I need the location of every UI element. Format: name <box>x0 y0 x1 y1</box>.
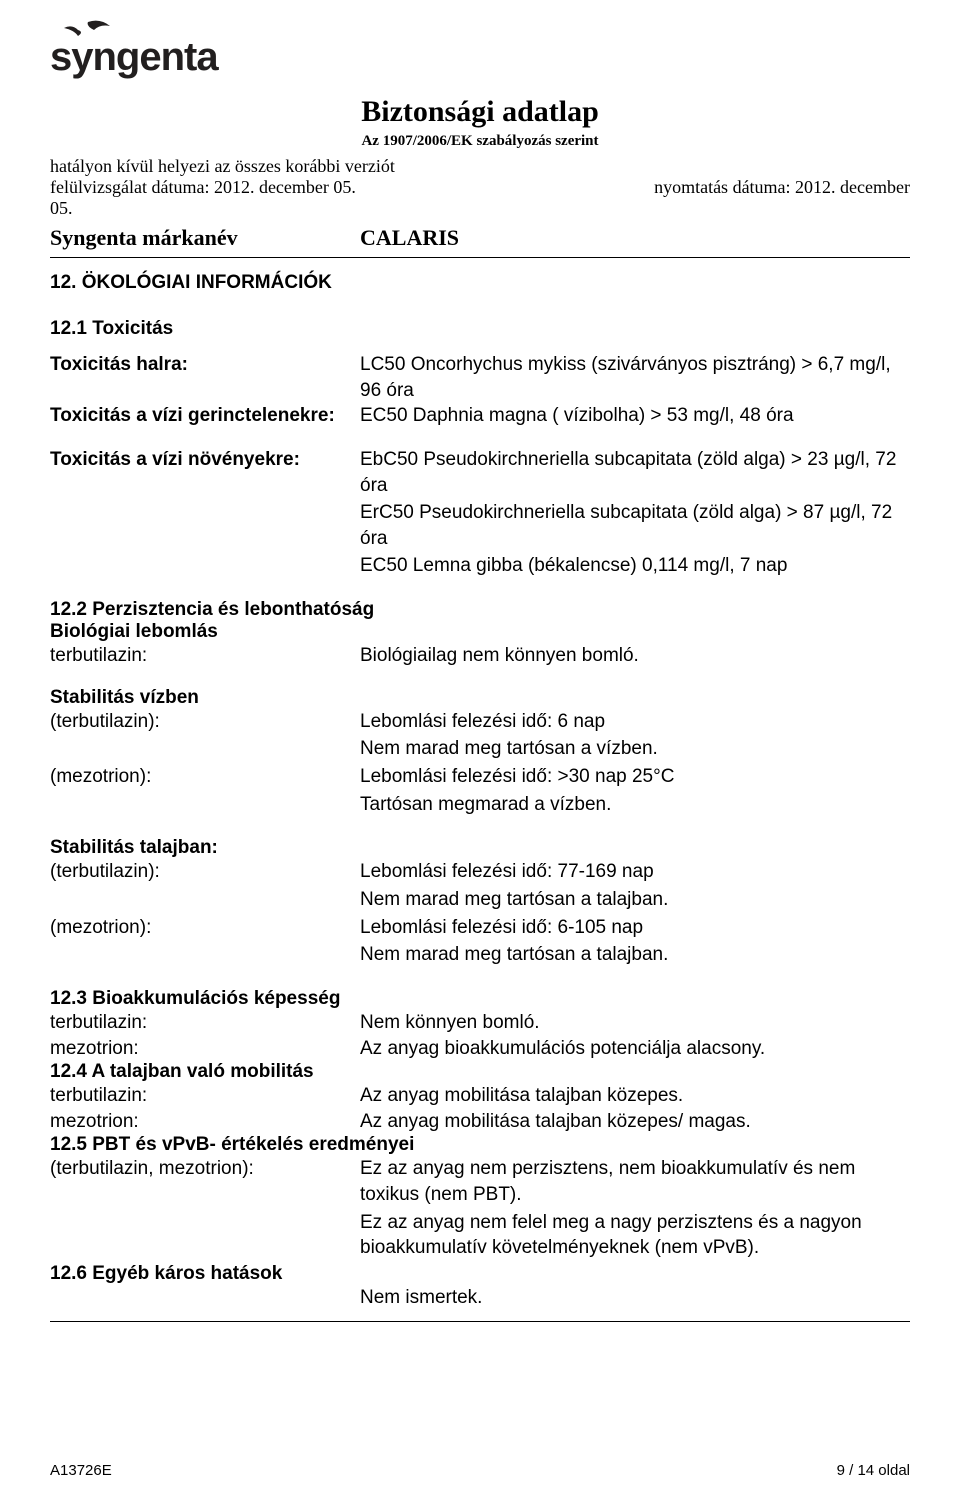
section-12-heading: 12. ÖKOLÓGIAI INFORMÁCIÓK <box>50 272 910 294</box>
soil-terb-value-1: Lebomlási felezési idő: 77-169 nap <box>360 859 910 885</box>
fish-toxicity-value: LC50 Oncorhychus mykiss (szivárványos pi… <box>360 352 910 403</box>
water-stability-heading: Stabilitás vízben <box>50 687 910 709</box>
plants-toxicity-label: Toxicitás a vízi növényekre: <box>50 447 360 581</box>
mobility-mezo-label: mezotrion: <box>50 1109 360 1135</box>
meta-print-date: nyomtatás dátuma: 2012. december <box>654 177 910 198</box>
other-effects-label <box>50 1285 360 1311</box>
water-terb-value-1: Lebomlási felezési idő: 6 nap <box>360 709 910 735</box>
svg-text:syngenta: syngenta <box>50 35 219 79</box>
soil-terb-label: (terbutilazin): <box>50 859 360 914</box>
meta-revision-date: felülvizsgálat dátuma: 2012. december 05… <box>50 177 356 198</box>
invert-toxicity-value: EC50 Daphnia magna ( vízibolha) > 53 mg/… <box>360 403 910 429</box>
pbt-value-2: Ez az anyag nem felel meg a nagy perzisz… <box>360 1210 910 1261</box>
section-12-4-heading: 12.4 A talajban való mobilitás <box>50 1061 910 1083</box>
water-terb-label: (terbutilazin): <box>50 709 360 764</box>
soil-mezo-value-2: Nem marad meg tartósan a talajban. <box>360 942 910 968</box>
bio-terb-label: terbutilazin: <box>50 643 360 669</box>
brand-label: Syngenta márkanév <box>50 225 360 251</box>
document-subtitle: Az 1907/2006/EK szabályozás szerint <box>50 133 910 150</box>
company-logo: syngenta <box>50 20 910 85</box>
plants-toxicity-value-3: EC50 Lemna gibba (békalencse) 0,114 mg/l… <box>360 553 910 579</box>
soil-mezo-label: (mezotrion): <box>50 915 360 970</box>
plants-toxicity-value-2: ErC50 Pseudokirchneriella subcapitata (z… <box>360 500 910 551</box>
invert-toxicity-label: Toxicitás a vízi gerinctelenekre: <box>50 403 360 429</box>
bio-degradation-heading: Biológiai lebomlás <box>50 621 910 643</box>
water-mezo-value-1: Lebomlási felezési idő: >30 nap 25°C <box>360 764 910 790</box>
meta-supersedes: hatályon kívül helyezi az összes korábbi… <box>50 156 910 177</box>
water-mezo-label: (mezotrion): <box>50 764 360 819</box>
soil-mezo-value-1: Lebomlási felezési idő: 6-105 nap <box>360 915 910 941</box>
fish-toxicity-label: Toxicitás halra: <box>50 352 360 403</box>
section-12-2-heading: 12.2 Perzisztencia és lebonthatóság <box>50 599 910 621</box>
brand-row: Syngenta márkanév CALARIS <box>50 225 910 251</box>
divider-top <box>50 257 910 258</box>
water-terb-value-2: Nem marad meg tartósan a vízben. <box>360 736 910 762</box>
soil-stability-heading: Stabilitás talajban: <box>50 837 910 859</box>
bioacc-terb-label: terbutilazin: <box>50 1010 360 1036</box>
mobility-terb-label: terbutilazin: <box>50 1083 360 1109</box>
bio-terb-value: Biológiailag nem könnyen bomló. <box>360 643 910 669</box>
document-title: Biztonsági adatlap <box>50 95 910 129</box>
bioacc-mezo-label: mezotrion: <box>50 1036 360 1062</box>
footer-doc-id: A13726E <box>50 1462 112 1479</box>
mobility-mezo-value: Az anyag mobilitása talajban közepes/ ma… <box>360 1109 910 1135</box>
document-meta: hatályon kívül helyezi az összes korábbi… <box>50 156 910 219</box>
section-12-3-heading: 12.3 Bioakkumulációs képesség <box>50 988 910 1010</box>
footer-page-number: 9 / 14 oldal <box>837 1462 910 1479</box>
brand-value: CALARIS <box>360 225 459 251</box>
soil-terb-value-2: Nem marad meg tartósan a talajban. <box>360 887 910 913</box>
other-effects-value: Nem ismertek. <box>360 1285 910 1311</box>
section-12-6-heading: 12.6 Egyéb káros hatások <box>50 1263 910 1285</box>
pbt-label: (terbutilazin, mezotrion): <box>50 1156 360 1263</box>
plants-toxicity-value-1: EbC50 Pseudokirchneriella subcapitata (z… <box>360 447 910 498</box>
mobility-terb-value: Az anyag mobilitása talajban közepes. <box>360 1083 910 1109</box>
bioacc-terb-value: Nem könnyen bomló. <box>360 1010 910 1036</box>
meta-line3: 05. <box>50 198 910 219</box>
page-footer: A13726E 9 / 14 oldal <box>50 1462 910 1479</box>
pbt-value-1: Ez az anyag nem perzisztens, nem bioakku… <box>360 1156 910 1207</box>
section-12-5-heading: 12.5 PBT és vPvB- értékelés eredményei <box>50 1134 910 1156</box>
water-mezo-value-2: Tartósan megmarad a vízben. <box>360 792 910 818</box>
bioacc-mezo-value: Az anyag bioakkumulációs potenciálja ala… <box>360 1036 910 1062</box>
section-12-1-heading: 12.1 Toxicitás <box>50 318 910 340</box>
divider-bottom <box>50 1321 910 1322</box>
